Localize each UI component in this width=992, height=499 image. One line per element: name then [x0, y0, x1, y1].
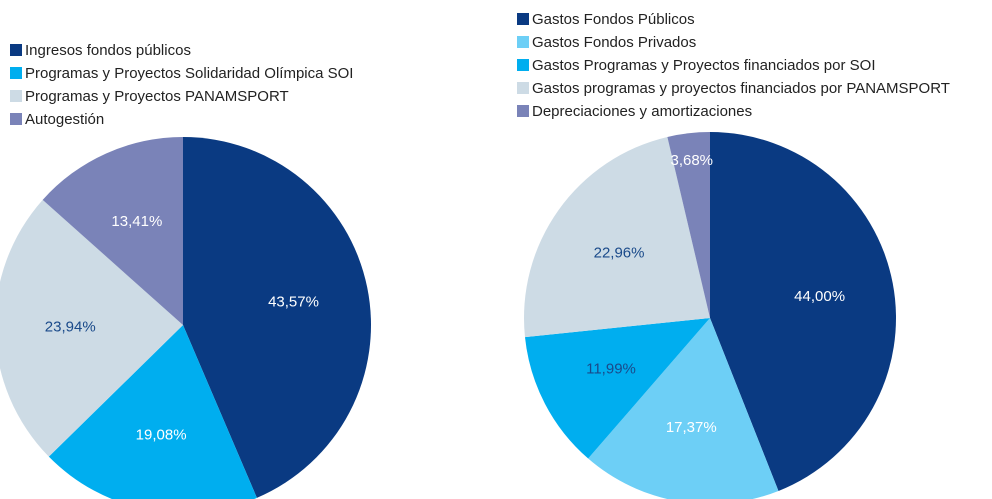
- pie-slice: [588, 318, 779, 499]
- pie-slice: [524, 318, 710, 459]
- slice-label: 44,00%: [794, 288, 845, 305]
- legend-label: Gastos Programas y Proyectos financiados…: [532, 57, 875, 74]
- slice-label: 3,68%: [670, 152, 713, 169]
- slice-label: 17,37%: [666, 419, 717, 436]
- legend-swatch: [517, 36, 529, 48]
- legend-label: Gastos Fondos Privados: [532, 34, 696, 51]
- legend-label: Depreciaciones y amortizaciones: [532, 103, 752, 120]
- pie-slice: [710, 132, 896, 491]
- legend-swatch: [517, 82, 529, 94]
- slice-label: 23,94%: [45, 319, 96, 336]
- legend-swatch: [517, 59, 529, 71]
- pie-slice: [183, 137, 371, 498]
- legend-label: Programas y Proyectos PANAMSPORT: [25, 88, 289, 105]
- legend-swatch: [10, 90, 22, 102]
- slice-label: 43,57%: [268, 293, 319, 310]
- pie-slice: [524, 136, 710, 338]
- pie-slice: [48, 325, 257, 499]
- legend-swatch: [517, 105, 529, 117]
- legend-swatch: [517, 13, 529, 25]
- legend-label: Ingresos fondos públicos: [25, 42, 191, 59]
- slice-label: 13,41%: [111, 213, 162, 230]
- pie-slice: [0, 199, 183, 457]
- slice-label: 11,99%: [586, 360, 636, 377]
- legend-label: Autogestión: [25, 111, 104, 128]
- pie-slice: [42, 137, 184, 325]
- slice-label: 22,96%: [594, 244, 645, 261]
- legend-label: Programas y Proyectos Solidaridad Olímpi…: [25, 65, 353, 82]
- legend-swatch: [10, 113, 22, 125]
- slice-label: 19,08%: [136, 427, 187, 444]
- legend-swatch: [10, 44, 22, 56]
- legend-label: Gastos Fondos Públicos: [532, 11, 695, 28]
- legend-label: Gastos programas y proyectos financiados…: [532, 80, 950, 97]
- legend-swatch: [10, 67, 22, 79]
- pie-slice: [667, 132, 710, 318]
